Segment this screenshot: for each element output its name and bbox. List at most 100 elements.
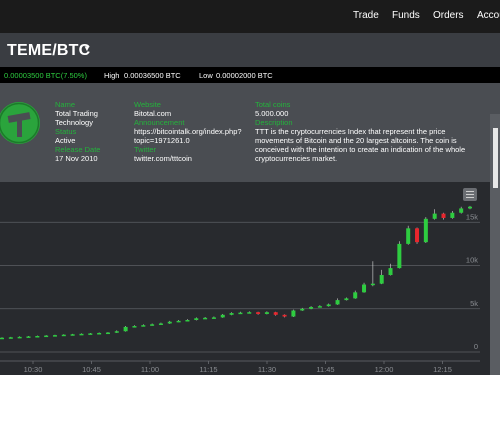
candle-up xyxy=(61,334,66,337)
description-line1: TTT is the cryptocurrencies Index that r… xyxy=(255,127,446,136)
candle-up xyxy=(362,284,367,293)
candle-up xyxy=(432,213,437,219)
twitter-link[interactable]: twitter.com/tttcoin xyxy=(134,154,192,163)
x-tick-label: 12:00 xyxy=(375,365,394,374)
top-nav: Trade Funds Orders Accou xyxy=(0,0,500,33)
high-label: High xyxy=(104,71,120,80)
name-value-line2: Technology xyxy=(55,118,93,127)
candle-up xyxy=(97,332,102,335)
status-label: Status xyxy=(55,127,77,136)
low-label: Low xyxy=(199,71,213,80)
website-label: Website xyxy=(134,100,161,109)
y-tick-label: 5k xyxy=(470,299,478,308)
candle-up xyxy=(141,325,146,327)
candle-up xyxy=(353,292,358,299)
candle-up xyxy=(158,323,163,325)
candle-up xyxy=(344,298,349,301)
candle-up xyxy=(326,304,331,307)
nav-funds[interactable]: Funds xyxy=(392,10,420,21)
candle-up xyxy=(35,336,40,338)
low-value: 0.00002000 BTC xyxy=(216,71,273,80)
candle-up xyxy=(388,268,393,276)
description-line4: cryptocurrencies market. xyxy=(255,154,338,163)
candle-up xyxy=(44,335,49,338)
candle-up xyxy=(176,320,181,323)
total-coins-value: 5.000.000 xyxy=(255,109,289,118)
candle-up xyxy=(335,300,340,305)
y-tick-label: 15k xyxy=(466,212,478,221)
status-value: Active xyxy=(55,136,76,145)
candle-up xyxy=(79,333,84,336)
total-coins-label: Total coins xyxy=(255,100,291,109)
price-chart: 0 5k 10k 15k 10:30 10:45 11:00 11:15 11:30 11:45 1… xyxy=(0,182,500,375)
x-tick-label: 11:45 xyxy=(316,365,334,374)
caret-down-icon[interactable]: ▼ xyxy=(83,44,91,53)
candle-up xyxy=(370,283,375,286)
name-label: Name xyxy=(55,100,76,109)
candle-down xyxy=(441,213,446,218)
nav-orders[interactable]: Orders xyxy=(433,10,464,21)
candle-up xyxy=(52,335,57,337)
candle-up xyxy=(167,321,172,324)
nav-account[interactable]: Accou xyxy=(477,10,500,21)
candle-up xyxy=(397,243,402,269)
x-tick-label: 12:15 xyxy=(433,365,452,374)
candle-up xyxy=(309,307,314,309)
candle-up xyxy=(300,308,305,311)
candle-up xyxy=(406,228,411,244)
candle-down xyxy=(282,314,287,317)
candle-up xyxy=(468,206,472,209)
candle-up xyxy=(238,312,243,315)
announcement-link-line2[interactable]: topic=1971261.0 xyxy=(134,136,190,145)
candle-up xyxy=(459,208,464,213)
name-value-line1: Total Trading xyxy=(55,109,98,118)
coin-info-panel xyxy=(0,83,500,182)
high-value: 0.00036500 BTC xyxy=(124,71,181,80)
description-label: Description xyxy=(255,118,293,127)
y-tick-label: 10k xyxy=(466,256,478,265)
twitter-label: Twitter xyxy=(134,145,157,154)
candle-up xyxy=(229,313,234,315)
candle-up xyxy=(379,275,384,284)
candle-up xyxy=(317,306,322,308)
hammer-icon xyxy=(0,102,40,144)
release-date-value: 17 Nov 2010 xyxy=(55,154,98,163)
candle-up xyxy=(0,337,4,340)
ticker-bar: 0.00003500 BTC(7.50%) High 0.00036500 BT… xyxy=(0,67,500,83)
release-date-label: Release Date xyxy=(55,145,101,154)
candle-up xyxy=(70,334,75,336)
website-link[interactable]: Bitotal.com xyxy=(134,109,172,118)
candle-up xyxy=(450,212,455,218)
candle-down xyxy=(415,228,420,243)
candle-up xyxy=(8,337,13,339)
pair-bar xyxy=(0,33,500,67)
candle-up xyxy=(211,317,216,319)
x-tick-label: 10:45 xyxy=(82,365,101,374)
hamburger-icon[interactable] xyxy=(463,188,477,201)
candle-up xyxy=(114,331,119,333)
announcement-label: Announcement xyxy=(134,118,185,127)
description-line3: conceived with the intention to create a… xyxy=(255,145,466,154)
candle-up xyxy=(423,218,428,243)
candle-up xyxy=(247,312,252,314)
pair-title[interactable]: TEME/BTC xyxy=(7,42,91,59)
candle-up xyxy=(17,336,22,339)
candle-down xyxy=(256,312,261,314)
scrollbar-track[interactable] xyxy=(490,114,500,375)
candle-up xyxy=(185,320,190,322)
candle-down xyxy=(273,312,278,315)
scrollbar-thumb[interactable] xyxy=(493,128,498,188)
announcement-link-line1[interactable]: https://bitcointalk.org/index.php? xyxy=(134,127,242,136)
candle-up xyxy=(123,326,128,332)
candlestick-chart: 0 5k 10k 15k 10:30 10:45 11:00 11:15 11:30 11:45 1… xyxy=(0,205,480,374)
candle-up xyxy=(203,317,208,320)
nav-trade[interactable]: Trade xyxy=(353,10,379,21)
description-line2: movements of Bitcoin and the 20 largest … xyxy=(255,136,457,145)
x-tick-label: 11:00 xyxy=(141,365,159,374)
candle-up xyxy=(194,318,199,320)
candle-up xyxy=(264,312,269,314)
x-tick-label: 11:15 xyxy=(199,365,217,374)
candle-up xyxy=(105,332,110,335)
candle-up xyxy=(88,333,93,335)
y-tick-label: 0 xyxy=(474,342,478,351)
